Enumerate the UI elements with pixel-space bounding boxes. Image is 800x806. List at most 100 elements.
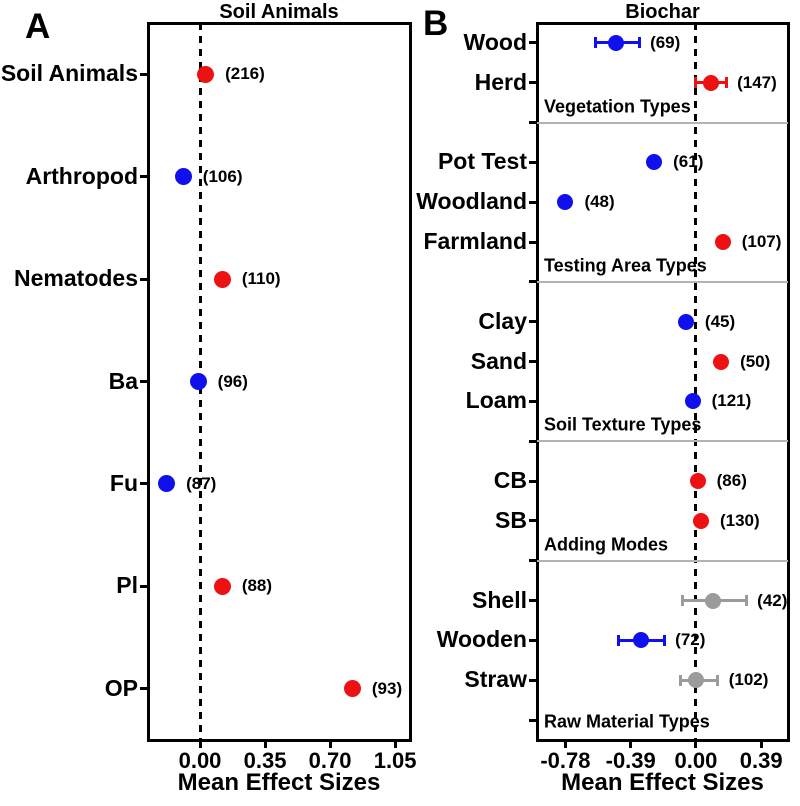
x-tick-label: 0.00 (674, 748, 718, 773)
sample-count-label: (130) (719, 510, 760, 530)
error-bar-cap-right (662, 634, 666, 646)
sample-count-label: (87) (186, 473, 217, 493)
x-tick-label: 0.00 (178, 748, 222, 773)
y-axis-tick (529, 479, 537, 483)
category-label: Arthropod (25, 162, 138, 189)
sample-count-label: (96) (217, 371, 248, 391)
sample-count-label: (106) (202, 166, 243, 186)
data-point-dot (213, 577, 231, 595)
sample-count-label: (88) (241, 576, 273, 596)
category-label: Loam (465, 387, 527, 414)
category-label: Fu (109, 469, 138, 496)
sample-count-label: (50) (740, 351, 771, 371)
category-label: OP (104, 674, 138, 701)
data-point-dot (189, 373, 207, 390)
x-axis-tick (263, 740, 267, 748)
data-point-dot (677, 313, 694, 330)
category-label: Ba (108, 367, 138, 394)
data-point-dot (704, 592, 721, 609)
category-label: Pl (116, 572, 138, 599)
x-axis-tick (629, 740, 633, 748)
sample-count-label: (48) (584, 192, 615, 212)
sample-count-label: (42) (757, 590, 788, 610)
data-point-dot (714, 234, 731, 251)
x-axis-tick (563, 740, 567, 748)
section-label: Vegetation Types (544, 96, 691, 117)
data-point-dot (703, 74, 720, 91)
sample-count-label: (61) (673, 152, 704, 172)
y-axis-tick (529, 41, 537, 45)
category-label: Clay (478, 307, 527, 334)
error-bar-cap-left (594, 37, 598, 49)
sample-count-label: (45) (704, 311, 736, 331)
y-axis-tick (140, 72, 148, 76)
section-divider (537, 280, 788, 283)
y-axis-tick (529, 678, 537, 682)
error-bar-cap-left (694, 77, 698, 89)
data-point-dot (197, 65, 215, 83)
error-bar-cap-right (716, 674, 720, 686)
panel-b-title: Biochar (625, 1, 700, 23)
category-label: Soil Animals (0, 60, 138, 87)
y-axis-tick (529, 240, 537, 244)
error-bar-cap-left (617, 634, 621, 646)
panel-a-plot-area: 0.00 0.35 0.70 1.05 (216) Soil Animals (106) Ar… (1, 21, 417, 773)
section-label: Adding Modes (544, 534, 668, 555)
panel-a-title: Soil Animals (219, 1, 339, 23)
category-label: Sand (470, 347, 527, 374)
y-axis-tick (140, 687, 148, 691)
data-point-dot (713, 353, 730, 370)
sample-count-label: (93) (371, 678, 403, 698)
y-axis-tick (529, 599, 537, 603)
x-tick-label: -0.78 (540, 748, 591, 773)
category-label: Wood (463, 28, 527, 55)
data-point-dot (684, 393, 701, 410)
sample-count-label: (107) (741, 232, 782, 252)
y-axis-tick (140, 175, 148, 179)
category-label: Shell (472, 586, 527, 613)
data-point-dot (607, 34, 624, 51)
sample-count-label: (216) (225, 64, 265, 84)
x-tick-label: 0.39 (739, 748, 783, 773)
sample-count-label: (86) (716, 471, 747, 491)
section-divider (537, 121, 788, 124)
data-point-dot (174, 168, 192, 186)
data-point-dot (158, 475, 176, 493)
sample-count-label: (102) (728, 670, 769, 690)
y-axis-tick (529, 81, 537, 85)
y-axis-tick (529, 559, 537, 563)
error-bar-cap-right (724, 77, 728, 89)
data-point-dot (343, 680, 361, 698)
category-label: Nematodes (14, 265, 138, 292)
data-point-dot (687, 672, 704, 689)
sample-count-label: (110) (241, 269, 281, 289)
x-tick-label: -0.39 (605, 748, 656, 773)
y-axis-tick (529, 280, 537, 284)
section-divider (537, 440, 788, 443)
y-axis-tick (529, 200, 537, 204)
y-axis-tick (140, 277, 148, 281)
panel-b-frame (535, 21, 790, 742)
data-point-dot (692, 512, 709, 529)
x-axis-tick (328, 740, 332, 748)
sample-count-label: (69) (650, 32, 681, 52)
data-point-dot (213, 270, 231, 288)
error-bar-cap-right (744, 595, 748, 607)
data-point-dot (557, 194, 574, 211)
y-axis-tick (529, 638, 537, 642)
category-label: Herd (474, 68, 527, 95)
category-label: SB (495, 506, 527, 533)
y-axis-tick (140, 584, 148, 588)
x-tick-label: 1.05 (373, 748, 417, 773)
category-label: Straw (464, 666, 527, 693)
y-axis-tick (529, 718, 537, 722)
error-bar-cap-left (679, 674, 683, 686)
panel-a-letter: A (25, 7, 51, 46)
sample-count-label: (121) (711, 391, 752, 411)
section-label: Raw Material Types (544, 711, 710, 732)
sample-count-label: (72) (675, 630, 706, 650)
panel-a-frame (146, 21, 412, 742)
y-axis-tick (529, 399, 537, 403)
category-label: CB (493, 467, 527, 494)
